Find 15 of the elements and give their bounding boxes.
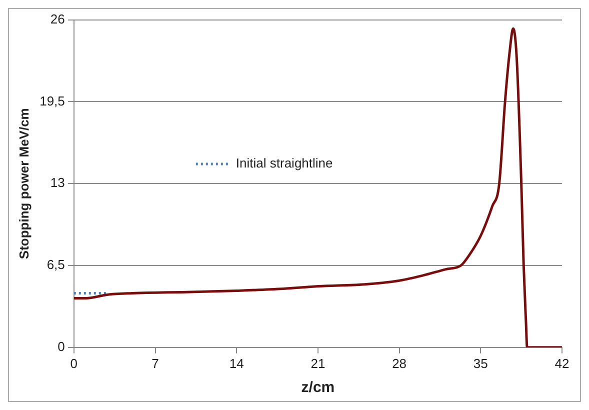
y-tick-label: 19,5 (40, 93, 65, 108)
y-axis-title: Stopping power MeV/cm (16, 108, 32, 260)
x-tick-label: 21 (310, 356, 326, 371)
legend-label: Initial straightline (236, 156, 333, 171)
y-tick-label: 0 (58, 338, 65, 354)
y-tick-label: 6,5 (46, 257, 65, 272)
x-tick-label: 0 (70, 356, 78, 371)
x-tick-label: 35 (473, 356, 488, 371)
x-tick-label: 28 (392, 356, 407, 371)
y-tick-label: 13 (50, 175, 65, 190)
y-tick-label: 26 (50, 11, 65, 26)
x-tick-label: 7 (152, 356, 159, 371)
x-axis-title: z/cm (301, 379, 335, 396)
x-tick-label: 14 (229, 356, 244, 371)
x-tick-label: 42 (554, 356, 570, 371)
